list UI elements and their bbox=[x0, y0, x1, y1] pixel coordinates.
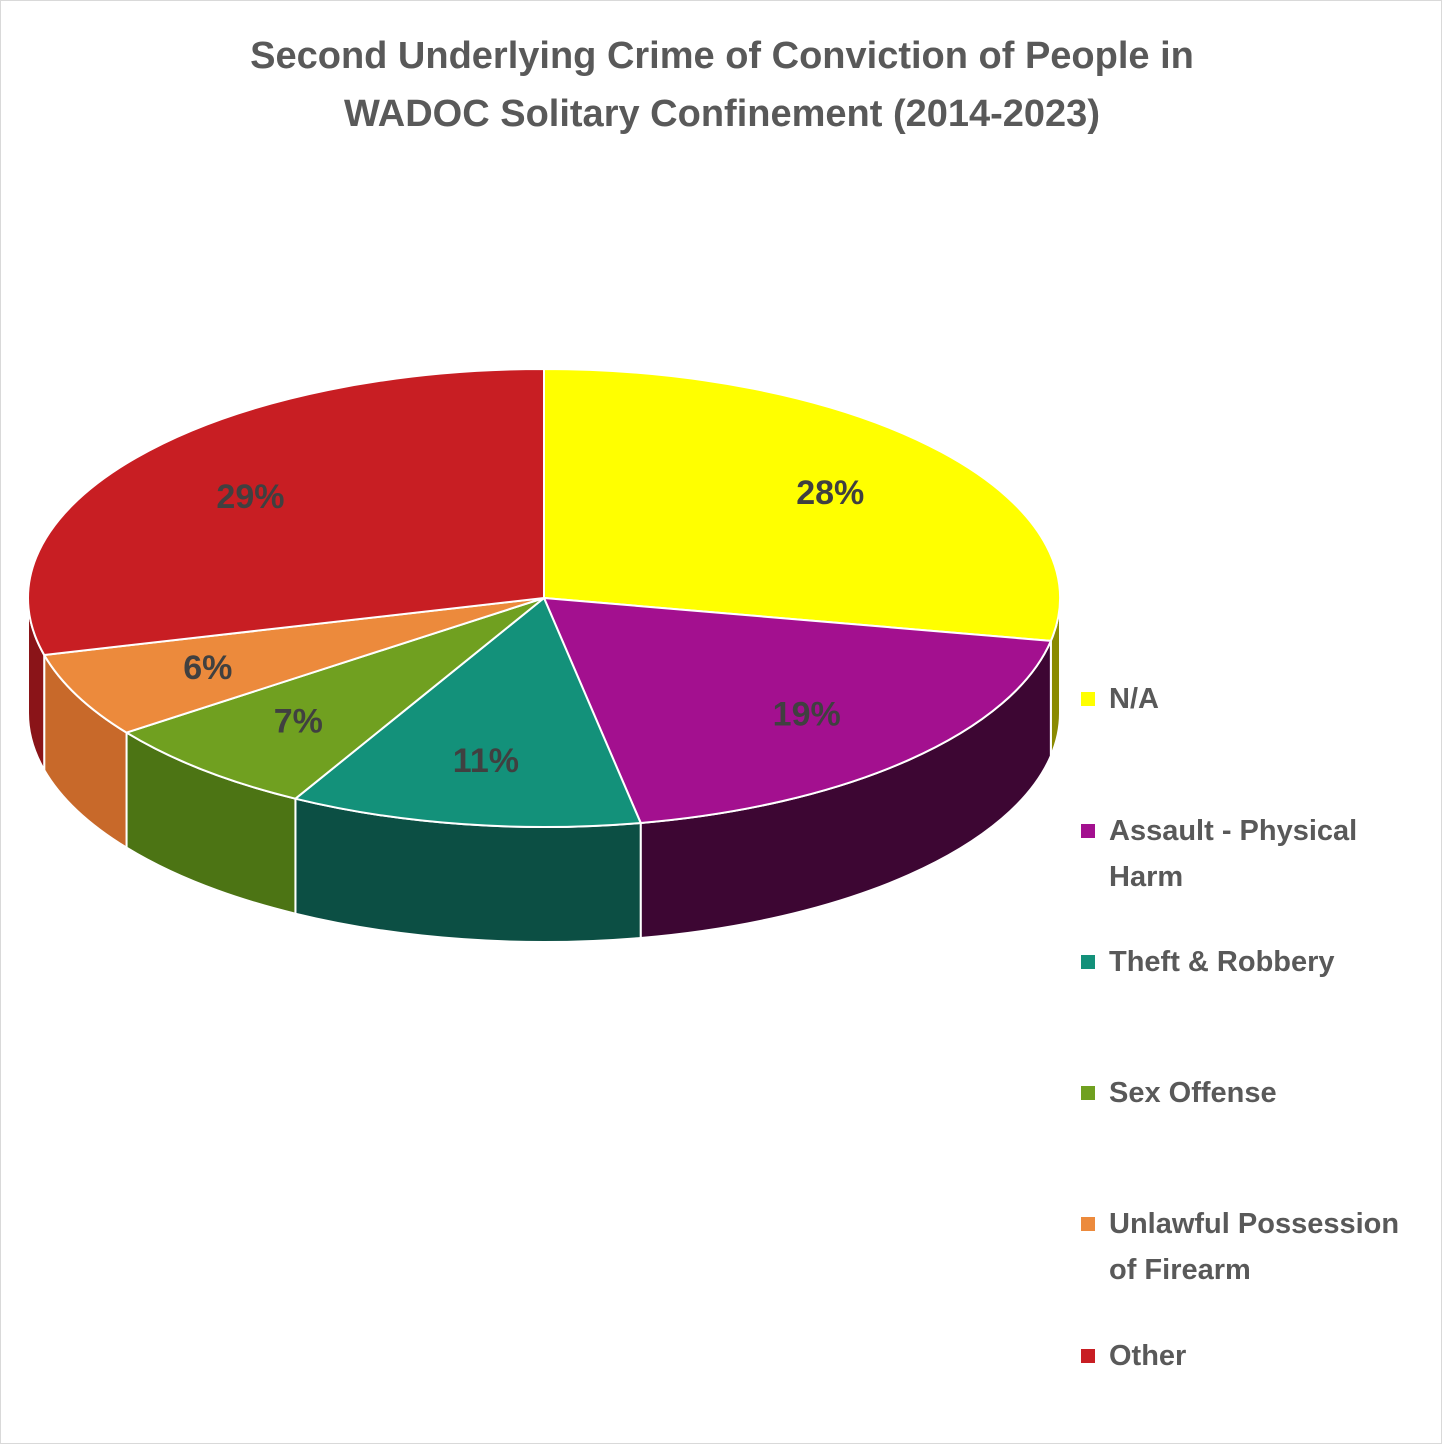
pie-slice-sex-offense bbox=[125, 597, 545, 800]
pie-slice-other bbox=[27, 368, 545, 656]
legend-label-line: Sex Offense bbox=[1109, 1077, 1277, 1109]
legend-label: Theft & Robbery bbox=[1109, 939, 1439, 985]
data-label-assault-physical-harm: 19% bbox=[773, 696, 841, 734]
legend-label-line: Assault - Physical bbox=[1109, 815, 1358, 847]
legend-label-line: Other bbox=[1109, 1340, 1187, 1372]
legend-label-line: Harm bbox=[1109, 861, 1184, 893]
data-label-other: 29% bbox=[216, 478, 284, 516]
legend-swatch bbox=[1081, 1086, 1095, 1100]
data-label-n-a: 28% bbox=[796, 474, 864, 512]
legend-label: Assault - Physical Harm bbox=[1109, 808, 1439, 900]
legend-label-line: of Firearm bbox=[1109, 1254, 1251, 1286]
pie-data-labels: 28% 19% 11% 7% 6% 29% bbox=[183, 474, 864, 780]
legend-label: N/A bbox=[1109, 676, 1439, 722]
pie-slices bbox=[27, 368, 1061, 828]
pie-slice-unlawful-possession-of-firearm bbox=[43, 597, 545, 734]
legend-swatch bbox=[1081, 1349, 1095, 1363]
pie-slice-n-a bbox=[543, 368, 1061, 642]
pie-slice-assault-physical-harm bbox=[543, 597, 1052, 824]
data-label-theft-robbery: 11% bbox=[453, 742, 519, 780]
legend-label-line: Unlawful Possession bbox=[1109, 1208, 1400, 1240]
chart-title-line-1: Second Underlying Crime of Conviction of… bbox=[250, 35, 1194, 77]
legend-label: Other bbox=[1109, 1333, 1439, 1379]
legend-swatch bbox=[1081, 824, 1095, 838]
data-label-sex-offense: 7% bbox=[274, 703, 323, 741]
legend-label-line: Theft & Robbery bbox=[1109, 946, 1335, 978]
pie-sides bbox=[27, 597, 1061, 943]
pie-slice-theft-robbery bbox=[294, 597, 642, 828]
legend-swatch bbox=[1081, 955, 1095, 969]
legend-swatch bbox=[1081, 692, 1095, 706]
legend-label: Sex Offense bbox=[1109, 1070, 1439, 1116]
chart-title-line-2: WADOC Solitary Confinement (2014-2023) bbox=[344, 93, 1100, 135]
legend-label: Unlawful Possession of Firearm bbox=[1109, 1201, 1439, 1293]
legend-swatch bbox=[1081, 1217, 1095, 1231]
data-label-unlawful-possession-of-firearm: 6% bbox=[183, 649, 232, 687]
legend-label-line: N/A bbox=[1109, 683, 1159, 715]
chart-title: Second Underlying Crime of Conviction of… bbox=[1, 27, 1441, 143]
